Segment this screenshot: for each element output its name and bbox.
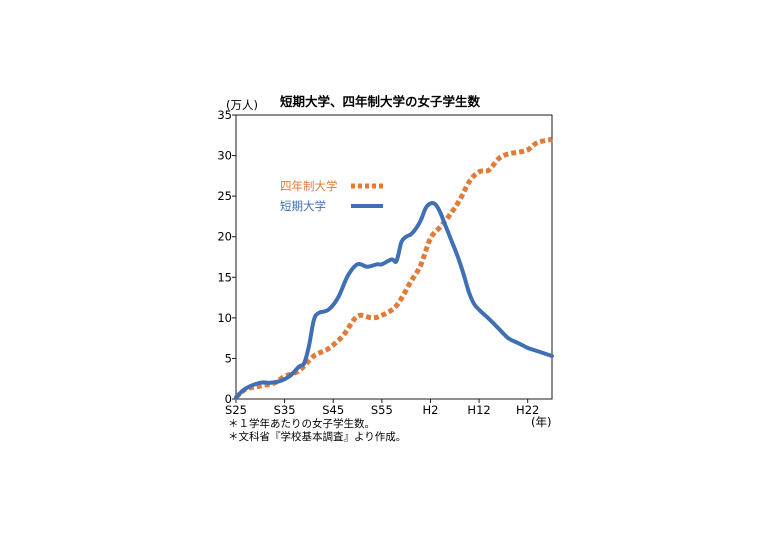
x-tick-label: H22: [516, 403, 539, 417]
x-tick-label: S55: [371, 403, 393, 417]
y-tick-label: 20: [217, 230, 232, 244]
x-tick-label: H2: [422, 403, 438, 417]
x-tick-label: H12: [467, 403, 490, 417]
y-tick-label: 0: [225, 392, 232, 406]
y-tick-label: 15: [217, 270, 232, 284]
legend-label-junior-college: 短期大学: [280, 199, 326, 213]
plot-frame: [235, 114, 553, 400]
x-axis-unit: (年): [531, 415, 551, 429]
x-tick-label: S45: [322, 403, 344, 417]
y-axis-unit: (万人): [226, 98, 258, 112]
y-tick-label: 35: [217, 108, 232, 122]
series-line-junior-college: [234, 201, 554, 400]
x-axis: S25 S35 S45 S55 H2 H12 H22: [225, 399, 539, 417]
series-group: [234, 136, 554, 400]
note-2: ＊文科省『学校基本調査』より作成。: [228, 430, 406, 443]
y-axis: 0 5 10 15 20 25 30 35: [217, 108, 236, 406]
y-tick-label: 5: [225, 351, 232, 365]
series-line-four-year: [234, 136, 553, 400]
chart-title: 短期大学、四年制大学の女子学生数: [280, 94, 481, 109]
y-tick-label: 10: [217, 311, 232, 325]
y-tick-label: 30: [217, 149, 232, 163]
legend: 四年制大学 短期大学: [280, 179, 383, 213]
x-tick-label: S35: [274, 403, 296, 417]
y-tick-label: 25: [217, 189, 232, 203]
legend-label-four-year: 四年制大学: [280, 179, 338, 193]
note-1: ＊１学年あたりの女子学生数。: [228, 417, 375, 430]
x-tick-label: S25: [225, 403, 247, 417]
